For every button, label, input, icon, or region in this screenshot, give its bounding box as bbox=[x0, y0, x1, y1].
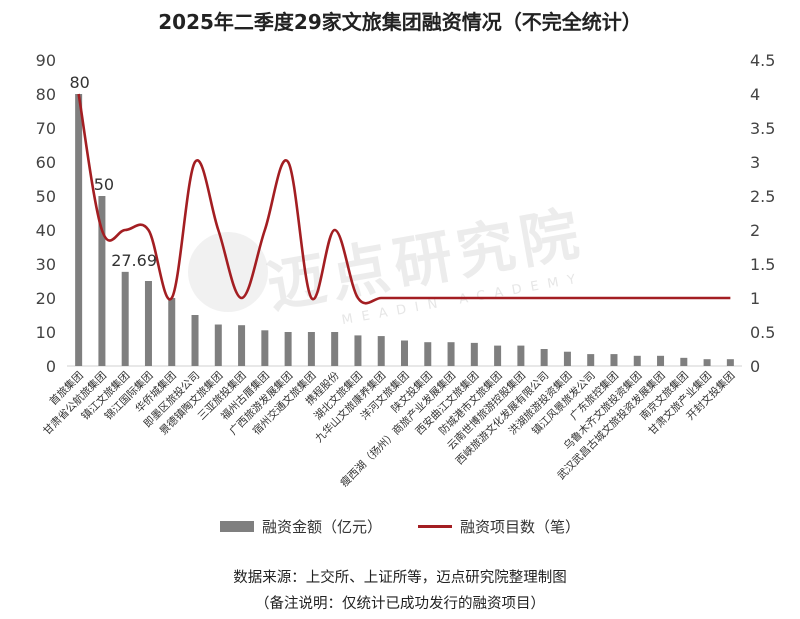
count-line-series bbox=[77, 93, 731, 305]
legend-line-label: 融资项目数（笔） bbox=[460, 518, 581, 536]
left-axis-tick-label: 20 bbox=[36, 289, 56, 308]
bar bbox=[307, 332, 315, 366]
bar bbox=[470, 342, 478, 366]
bar bbox=[238, 325, 246, 366]
bar bbox=[680, 357, 688, 366]
legend-line-swatch bbox=[418, 525, 452, 528]
left-axis-tick-label: 80 bbox=[36, 85, 56, 104]
bar bbox=[540, 349, 548, 366]
right-axis-tick-label: 0.5 bbox=[750, 323, 775, 342]
bar bbox=[261, 330, 269, 366]
left-axis-tick-label: 70 bbox=[36, 119, 56, 138]
right-axis-tick-label: 2.5 bbox=[750, 187, 775, 206]
bar-data-label: 80 bbox=[69, 73, 89, 92]
bar bbox=[144, 281, 152, 366]
bar bbox=[214, 324, 222, 366]
left-axis-tick-label: 40 bbox=[36, 221, 56, 240]
bar bbox=[633, 355, 641, 366]
bar bbox=[494, 345, 502, 366]
source-note: 数据来源：上交所、上证所等，迈点研究院整理制图 bbox=[233, 570, 567, 586]
bar bbox=[517, 345, 525, 366]
bar-data-label: 27.69 bbox=[111, 251, 157, 270]
bar bbox=[168, 298, 176, 366]
bar bbox=[563, 351, 571, 366]
legend-item-bar: 融资金额（亿元） bbox=[219, 516, 382, 537]
bar bbox=[191, 315, 199, 366]
bar bbox=[98, 196, 106, 366]
bar bbox=[587, 354, 595, 366]
bar bbox=[75, 94, 83, 366]
left-axis-tick-label: 0 bbox=[46, 357, 56, 376]
bar bbox=[121, 271, 129, 366]
legend-bar-label: 融资金额（亿元） bbox=[261, 518, 382, 536]
bar bbox=[424, 342, 432, 366]
right-axis-tick-label: 2 bbox=[750, 221, 760, 240]
left-axis-tick-label: 10 bbox=[36, 323, 56, 342]
bar bbox=[703, 359, 711, 366]
chart-title: 2025年二季度29家文旅集团融资情况（不完全统计） bbox=[158, 10, 642, 34]
bar-data-label: 50 bbox=[94, 175, 114, 194]
left-axis-tick-label: 60 bbox=[36, 153, 56, 172]
legend-item-line: 融资项目数（笔） bbox=[418, 516, 580, 537]
bar bbox=[447, 342, 455, 366]
left-axis-tick-label: 90 bbox=[36, 51, 56, 70]
right-axis-tick-label: 3.5 bbox=[750, 119, 775, 138]
left-axis-tick-label: 50 bbox=[36, 187, 56, 206]
chart-legend: 融资金额（亿元） 融资项目数（笔） bbox=[0, 516, 800, 537]
bar bbox=[401, 340, 408, 366]
left-axis-tick-label: 30 bbox=[36, 255, 56, 274]
legend-bar-swatch bbox=[219, 521, 254, 532]
right-axis-tick-label: 3 bbox=[750, 153, 760, 172]
bar bbox=[284, 332, 292, 366]
bar bbox=[610, 354, 618, 366]
bar bbox=[726, 359, 734, 366]
right-axis-tick-label: 0 bbox=[750, 357, 760, 376]
remark-note: （备注说明：仅统计已成功发行的融资项目） bbox=[255, 596, 545, 612]
right-axis-tick-label: 1.5 bbox=[750, 255, 775, 274]
bar bbox=[657, 355, 665, 366]
bar bbox=[331, 332, 339, 366]
right-axis-tick-label: 4 bbox=[750, 85, 760, 104]
right-axis-tick-label: 1 bbox=[750, 289, 760, 308]
right-axis-tick-label: 4.5 bbox=[750, 51, 775, 70]
bar bbox=[377, 336, 385, 366]
bar bbox=[354, 335, 362, 366]
